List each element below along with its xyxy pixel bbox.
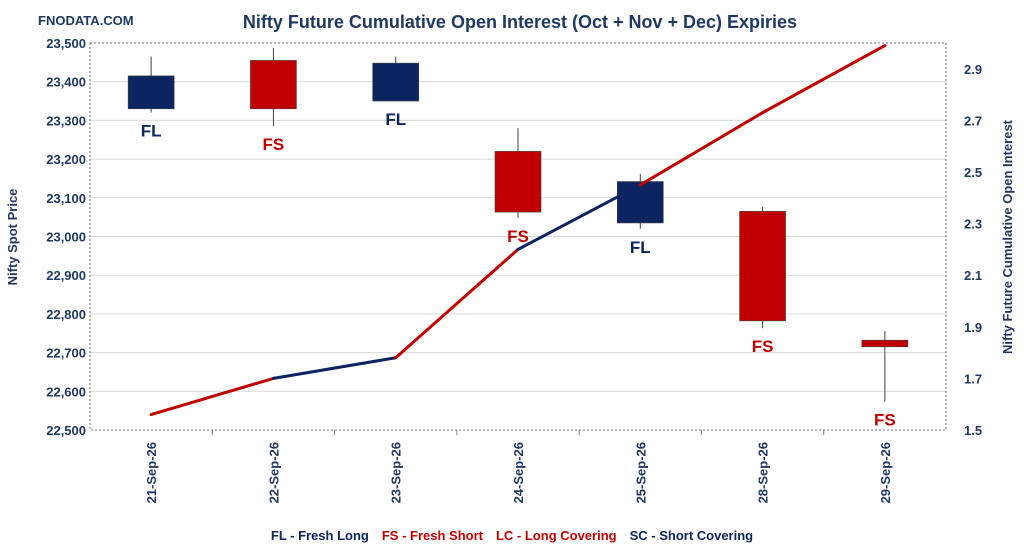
candle-tags: FL FS FL FS FL FS FS bbox=[141, 110, 896, 430]
y-tick-label: 23,500 bbox=[46, 36, 86, 51]
legend-item: FS - Fresh Short bbox=[369, 528, 484, 543]
y-axis-title: Nifty Spot Price bbox=[5, 189, 20, 286]
candle-tag: FL bbox=[630, 238, 651, 257]
x-tick-label: 25-Sep-26 bbox=[633, 442, 648, 503]
candle-tag: FS bbox=[507, 227, 529, 246]
oi-line-segment bbox=[516, 183, 642, 251]
oi-line-segment bbox=[638, 111, 765, 187]
legend-item: FL - Fresh Long bbox=[271, 528, 369, 543]
candle-tag: FS bbox=[263, 135, 285, 154]
y-tick-label: 22,500 bbox=[46, 423, 86, 438]
y-tick-label: 23,300 bbox=[46, 113, 86, 128]
y2-tick-label: 1.7 bbox=[964, 371, 982, 386]
candle-body bbox=[494, 151, 542, 213]
y2-axis-ticks: 1.5 1.7 1.9 2.1 2.3 2.5 2.7 2.9 bbox=[964, 62, 982, 438]
candle-body bbox=[861, 339, 909, 348]
y-tick-label: 22,800 bbox=[46, 307, 86, 322]
candle-tag: FL bbox=[141, 122, 162, 141]
candle-tag: FS bbox=[752, 337, 774, 356]
oi-line-segment bbox=[761, 44, 887, 115]
candle-tag: FS bbox=[874, 411, 896, 430]
x-tick-label: 29-Sep-26 bbox=[878, 442, 893, 503]
y2-tick-label: 1.9 bbox=[964, 320, 982, 335]
legend-item: SC - Short Covering bbox=[617, 528, 754, 543]
y2-tick-label: 1.5 bbox=[964, 423, 982, 438]
oi-line-segment bbox=[394, 247, 520, 360]
watermark: FNODATA.COM bbox=[38, 13, 134, 28]
x-tick-label: 28-Sep-26 bbox=[756, 442, 771, 503]
oi-line-segment bbox=[271, 356, 398, 380]
x-tick-label: 23-Sep-26 bbox=[389, 442, 404, 503]
y-tick-label: 22,700 bbox=[46, 346, 86, 361]
plot-border bbox=[89, 42, 947, 431]
y2-tick-label: 2.7 bbox=[964, 113, 982, 128]
y-tick-label: 23,000 bbox=[46, 230, 86, 245]
y-tick-label: 23,200 bbox=[46, 152, 86, 167]
open-interest-line bbox=[149, 44, 887, 417]
legend: FL - Fresh Long FS - Fresh Short LC - Lo… bbox=[271, 528, 753, 543]
x-tick-label: 21-Sep-26 bbox=[144, 442, 159, 503]
y-tick-label: 22,900 bbox=[46, 268, 86, 283]
candle-tag: FL bbox=[385, 110, 406, 129]
y-tick-label: 23,100 bbox=[46, 191, 86, 206]
y2-tick-label: 2.3 bbox=[964, 217, 982, 232]
chart-title: Nifty Future Cumulative Open Interest (O… bbox=[243, 12, 797, 32]
candle-body bbox=[250, 60, 297, 110]
x-tick-label: 24-Sep-26 bbox=[511, 442, 526, 503]
x-tick-label: 22-Sep-26 bbox=[266, 442, 281, 503]
candle-body bbox=[739, 211, 786, 322]
x-axis-ticks: 21-Sep-26 22-Sep-26 23-Sep-26 24-Sep-26 25-S… bbox=[144, 430, 893, 503]
y2-tick-label: 2.1 bbox=[964, 268, 982, 283]
candle-body bbox=[616, 181, 664, 224]
y-tick-label: 22,600 bbox=[46, 384, 86, 399]
y-axis-ticks: 22,500 22,600 22,700 22,800 22,900 23,000 23,1… bbox=[46, 36, 86, 438]
oi-line-segment bbox=[149, 376, 275, 417]
candle-body bbox=[372, 62, 420, 102]
y-tick-label: 23,400 bbox=[46, 75, 86, 90]
candle-body bbox=[127, 75, 175, 110]
y2-axis-title: Nifty Future Cumulative Open Interest bbox=[1000, 119, 1015, 354]
y2-tick-label: 2.5 bbox=[964, 165, 982, 180]
y2-tick-label: 2.9 bbox=[964, 62, 982, 77]
candles bbox=[127, 48, 909, 402]
legend-item: LC - Long Covering bbox=[483, 528, 617, 543]
